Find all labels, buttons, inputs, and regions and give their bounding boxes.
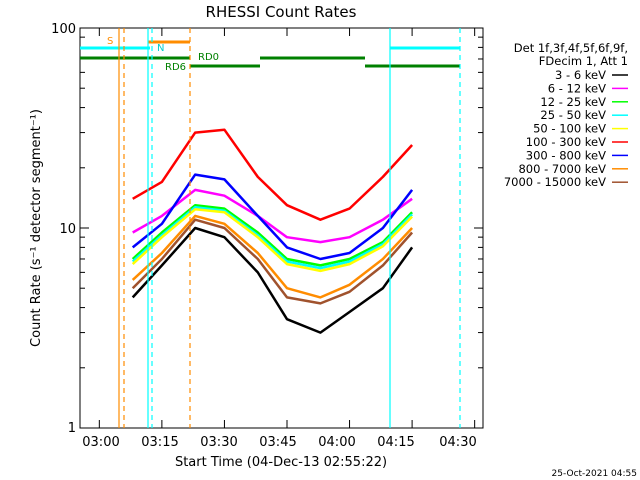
x-tick-label: 04:30 — [439, 435, 476, 450]
y-axis-label: Count Rate (s⁻¹ detector segment⁻¹) — [29, 109, 44, 347]
series-line-6-12keV — [132, 188, 413, 244]
x-tick-label: 04:00 — [318, 435, 355, 450]
legend-label: 25 - 50 keV — [540, 108, 606, 122]
x-tick-label: 04:15 — [377, 435, 414, 450]
legend-label: 7000 - 15000 keV — [504, 175, 606, 189]
legend-label: 800 - 7000 keV — [518, 162, 606, 176]
y-tick-label-100: 100 — [51, 22, 76, 37]
legend-label: 300 - 800 keV — [526, 148, 606, 162]
x-axis-label: Start Time (04-Dec-13 02:55:22) — [175, 455, 387, 470]
rd0-label: RD0 — [198, 52, 219, 63]
legend-header-line1: Det 1f,3f,4f,5f,6f,9f, — [514, 41, 628, 55]
series-line-7000-15000keV — [131, 218, 414, 305]
chart-title: RHESSI Count Rates — [206, 3, 357, 21]
n-label: N — [157, 43, 164, 54]
series-line-25-50keV — [131, 205, 413, 270]
s-label: S — [107, 36, 113, 47]
series-line-300-800keV — [131, 173, 414, 261]
x-tick-label: 03:15 — [141, 435, 178, 450]
series-line-100-300keV — [132, 128, 414, 221]
legend-header-line2: FDecim 1, Att 1 — [539, 54, 628, 68]
legend-label: 50 - 100 keV — [533, 122, 606, 136]
y-tick-label-1: 1 — [68, 421, 76, 436]
legend-label: 6 - 12 keV — [548, 81, 606, 95]
legend-label: 100 - 300 keV — [526, 135, 606, 149]
series-line-12-25keV — [131, 203, 413, 267]
series-line-50-100keV — [131, 208, 413, 273]
legend-label: 3 - 6 keV — [555, 68, 606, 82]
y-tick-label-10: 10 — [59, 222, 76, 237]
series-line-3-6keV — [131, 226, 414, 334]
timestamp: 25-Oct-2021 04:55 — [552, 469, 637, 479]
plot-marks — [80, 28, 483, 429]
series-line-800-7000keV — [131, 214, 414, 299]
x-tick-label: 03:45 — [259, 435, 296, 450]
x-tick-label: 03:30 — [200, 435, 237, 450]
x-tick-label: 03:00 — [82, 435, 119, 450]
legend-label: 12 - 25 keV — [540, 95, 606, 109]
rd6-label: RD6 — [165, 62, 186, 73]
